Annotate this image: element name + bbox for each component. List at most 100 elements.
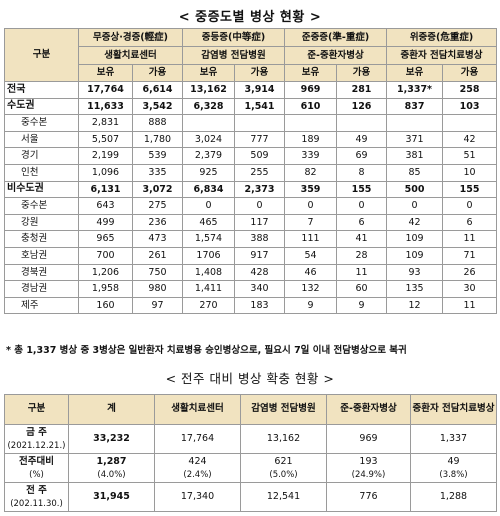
table-cell: 109 (386, 246, 444, 265)
row-label: 전국 (4, 81, 79, 99)
table-cell: 6 (442, 213, 498, 232)
table-cell: 539 (132, 147, 183, 165)
table-cell: 11 (335, 263, 388, 282)
table-cell (284, 114, 337, 132)
header-available: 가용 (335, 64, 388, 82)
table-cell: 6 (335, 213, 388, 232)
table-cell: 965 (78, 230, 133, 248)
table-cell: 111 (284, 230, 337, 248)
table-cell: 51 (442, 147, 498, 165)
table-cell: 509 (234, 147, 285, 165)
table-row: 중수본 2,831 888 (4, 114, 498, 132)
weekly-expansion-title: < 전주 대비 병상 확충 현황 > (165, 371, 335, 386)
table-cell: 17,764 (78, 81, 133, 99)
table-cell: 1706 (182, 246, 235, 265)
table-cell: 132 (284, 280, 337, 298)
table-cell: 2,379 (182, 147, 235, 165)
table-cell: 5,507 (78, 130, 133, 149)
cell-value: 193 (359, 456, 378, 468)
header-owned: 보유 (78, 64, 133, 82)
table-cell: 42 (386, 213, 444, 232)
table-cell: 11 (442, 230, 498, 248)
table-row: 인천 1,096 335 925 255 82 8 85 10 (4, 163, 498, 182)
table-cell: 0 (386, 197, 444, 215)
table-cell: 6,614 (132, 81, 183, 99)
header-owned: 보유 (284, 64, 337, 82)
cell-value: 1,337 (439, 433, 468, 445)
table-cell: 17,764 (154, 424, 241, 454)
cell-value: 49 (447, 456, 460, 468)
table-cell: 371 (386, 130, 444, 149)
table-cell: 340 (234, 280, 285, 298)
table-cell: 46 (284, 263, 337, 282)
header-facility-infectious-hospital: 감염병 전담병원 (182, 46, 285, 65)
table-row: 금 주 (2021.12.21.) 33,232 17,764 13,162 969 1,3… (4, 424, 497, 454)
cell-percent: (5.0%) (269, 469, 298, 480)
table-cell: 160 (78, 296, 133, 315)
table-cell: 499 (78, 213, 133, 232)
table-cell: 60 (335, 280, 388, 298)
table-cell: 888 (132, 114, 183, 132)
table-row: 중수본 643 275 0 0 0 0 0 0 (4, 197, 498, 215)
table-cell: 1,288 (410, 482, 497, 512)
table-cell (234, 114, 285, 132)
table-cell: 82 (284, 163, 337, 182)
table-cell: 917 (234, 246, 285, 265)
row-label: 전 주 (202.11.30.) (4, 482, 69, 512)
table-cell: 9 (335, 296, 388, 315)
table-cell (386, 114, 444, 132)
table-cell: 388 (234, 230, 285, 248)
table-cell: 12 (386, 296, 444, 315)
table-cell: 258 (442, 81, 498, 99)
table-cell: 7 (284, 213, 337, 232)
header-severity-critical: 위중증(危重症) (386, 28, 498, 47)
row-label: 경남권 (4, 280, 79, 298)
table-cell: 42 (442, 130, 498, 149)
table-cell: 69 (335, 147, 388, 165)
table-cell: 2,831 (78, 114, 133, 132)
t2-header-semi-icu: 준-중환자병상 (326, 394, 411, 425)
table-row: 비수도권 6,131 3,072 6,834 2,373 359 155 500 155 (4, 180, 498, 199)
table-row: 서울 5,507 1,780 3,024 777 189 49 371 42 (4, 130, 498, 149)
row-label: 경기 (4, 147, 79, 165)
cell-value: 17,340 (180, 491, 215, 503)
row-label-main: 금 주 (26, 427, 47, 439)
table-cell: 109 (386, 230, 444, 248)
row-label: 중수본 (4, 114, 79, 132)
table-cell: 6,328 (182, 97, 235, 116)
header-severity-moderate: 중등증(中等症) (182, 28, 285, 47)
table-cell: 0 (234, 197, 285, 215)
table-cell: 236 (132, 213, 183, 232)
table-row: 전주대비 (%) 1,287 (4.0%) 424 (2.4%) 621 (5.0%) 193(… (4, 453, 497, 483)
cell-value: 13,162 (266, 433, 301, 445)
table-cell: 13,162 (240, 424, 327, 454)
table-cell: 465 (182, 213, 235, 232)
table-cell: 777 (234, 130, 285, 149)
cell-value: 17,764 (180, 433, 215, 445)
table-cell: 339 (284, 147, 337, 165)
table-cell: 0 (335, 197, 388, 215)
table-cell: 1,408 (182, 263, 235, 282)
table-cell: 193 (24.9%) (326, 453, 411, 483)
table-cell: 3,914 (234, 81, 285, 99)
row-label: 금 주 (2021.12.21.) (4, 424, 69, 454)
table-cell: 135 (386, 280, 444, 298)
table-cell: 424 (2.4%) (154, 453, 241, 483)
cell-value: 969 (359, 433, 378, 445)
row-label: 호남권 (4, 246, 79, 265)
table-cell: 189 (284, 130, 337, 149)
row-label-main: 전 주 (26, 485, 47, 497)
table-cell: 1,780 (132, 130, 183, 149)
table-cell: 1,287 (4.0%) (68, 453, 155, 483)
cell-value: 12,541 (266, 491, 301, 503)
table-cell: 28 (335, 246, 388, 265)
table-cell: 0 (442, 197, 498, 215)
row-label: 제주 (4, 296, 79, 315)
row-label: 충청권 (4, 230, 79, 248)
table-cell: 117 (234, 213, 285, 232)
table-cell: 0 (182, 197, 235, 215)
cell-percent: (2.4%) (183, 469, 212, 480)
table-cell: 3,024 (182, 130, 235, 149)
table-cell: 26 (442, 263, 498, 282)
table-cell (442, 114, 498, 132)
